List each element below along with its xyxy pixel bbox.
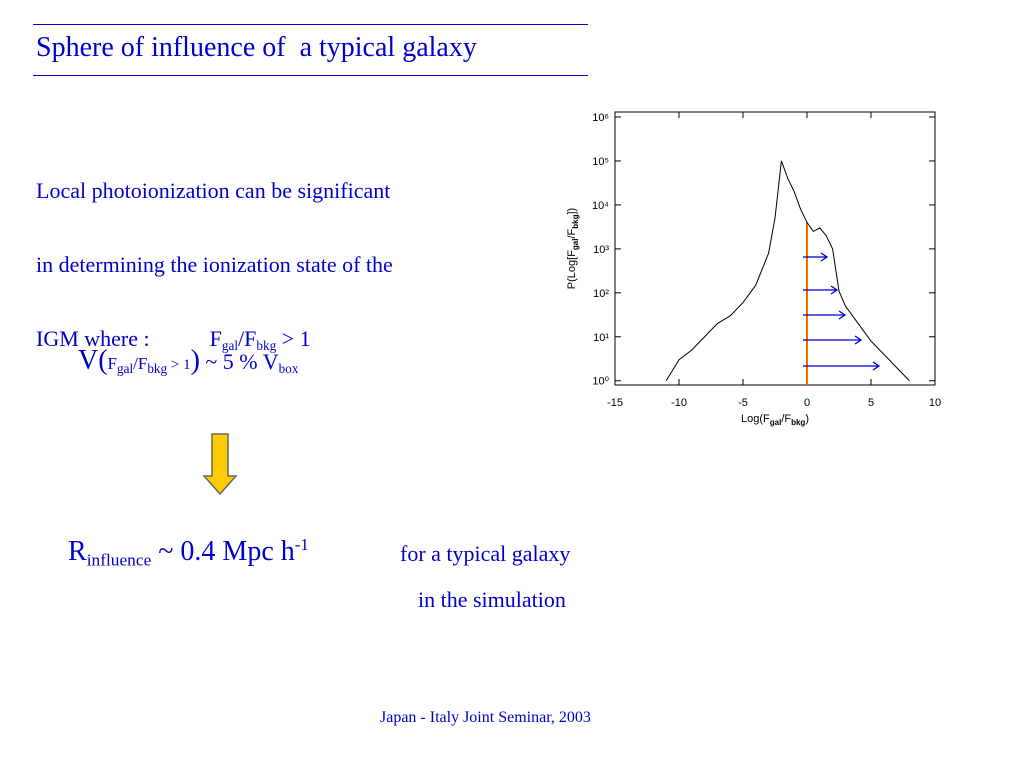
x-axis-label: Log(Fgal/Fbkg) — [741, 413, 809, 427]
volume-part: ) — [190, 345, 200, 376]
radius: Rinfluence ~ 0.4 Mpc h-1 — [68, 535, 309, 570]
y-tick-label: 10³ — [593, 244, 609, 256]
plot-frame — [614, 111, 936, 386]
y-axis-label: bkg — [571, 214, 580, 228]
x-axis-label: Log(F — [741, 413, 770, 425]
volume-part: box — [278, 360, 299, 376]
y-tick-label: 10¹ — [593, 332, 609, 344]
title: Sphere of influence of a typical galaxy — [36, 32, 477, 63]
condition: > 1 — [276, 326, 311, 351]
volume-part: /F — [133, 354, 148, 373]
condition: bkg — [256, 337, 277, 353]
volume-part: gal — [117, 360, 134, 376]
intro: Local photoionization can be significant… — [36, 135, 393, 401]
volume-part: ~ 5 % V — [199, 349, 279, 374]
y-axis-label: P(Log[Fgal/Fbkg]) — [566, 208, 580, 289]
arrows — [803, 252, 881, 371]
radius-part: -1 — [294, 535, 309, 554]
x-tick-label: 10 — [929, 397, 941, 409]
y-axis-label: P(Log[F — [566, 250, 578, 289]
title-rule — [33, 24, 588, 25]
y-tick-label: 10⁰ — [592, 376, 609, 388]
radius-note: in the simulation — [418, 587, 566, 612]
x-tick-label: -5 — [738, 397, 748, 409]
condition: F — [209, 326, 222, 351]
condition: gal — [221, 337, 239, 353]
x-tick-label: 5 — [868, 397, 874, 409]
y-axis-label: /F — [566, 228, 578, 238]
title-rule — [33, 75, 588, 76]
volume-part: F — [107, 354, 118, 373]
y-tick-label: 10² — [593, 288, 609, 300]
volume-part: > 1 — [167, 357, 191, 373]
intro-line: IGM where : — [36, 326, 150, 351]
volume-part: bkg — [147, 360, 168, 376]
y-tick-label: 10⁴ — [592, 200, 609, 212]
chart: -15 -10 -5 0 5 1010⁰10¹10²10³10⁴10⁵10⁶Log(Fga… — [566, 111, 941, 427]
x-tick-label: -10 — [671, 397, 687, 409]
condition: /F — [238, 326, 257, 351]
volume: V(Fgal/Fbkg > 1) ~ 5 % Vbox — [78, 345, 298, 377]
radius-part: ~ 0.4 Mpc h — [151, 536, 295, 568]
volume-part: V( — [78, 345, 108, 376]
intro-line: in determining the ionization state of t… — [36, 252, 393, 277]
y-axis-label: gal — [571, 239, 580, 251]
down-arrow — [202, 433, 238, 496]
intro-line: IGM where : Fgal/Fbkg > 1 — [36, 320, 393, 364]
x-tick-label: -15 — [607, 397, 623, 409]
footer: Japan - Italy Joint Seminar, 2003 — [380, 709, 591, 726]
histogram-line — [665, 160, 910, 382]
radius-part: influence — [86, 550, 152, 570]
x-axis-label: /F — [781, 413, 791, 425]
x-tick-label: 0 — [804, 397, 810, 409]
x-axis-label: ) — [805, 413, 809, 425]
radius-part: R — [68, 536, 87, 568]
y-axis-label: ]) — [566, 208, 578, 215]
y-tick-label: 10⁵ — [592, 156, 609, 168]
x-axis-label: gal — [770, 418, 782, 427]
radius-note: for a typical galaxy — [400, 541, 571, 566]
x-axis-label: bkg — [791, 418, 805, 427]
intro-line: Local photoionization can be significant — [36, 178, 391, 203]
y-tick-label: 10⁶ — [592, 112, 609, 124]
